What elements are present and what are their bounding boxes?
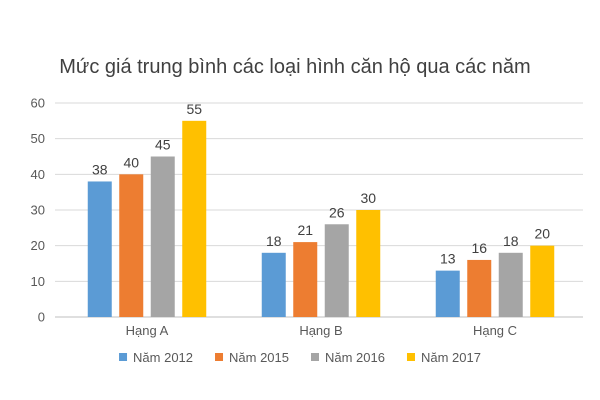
data-label: 45 (155, 137, 171, 153)
bar-Hạng C-Năm 2012 (435, 270, 460, 317)
bar-Hạng C-Năm 2017 (530, 245, 555, 317)
legend-item: Năm 2015 (215, 350, 289, 365)
y-tick-label: 10 (31, 274, 45, 289)
y-tick-label: 30 (31, 203, 45, 218)
bar-Hạng B-Năm 2015 (293, 242, 318, 317)
chart-title: Mức giá trung bình các loại hình căn hộ … (59, 56, 530, 78)
legend-label: Năm 2012 (133, 350, 193, 365)
y-tick-label: 40 (31, 167, 45, 182)
y-tick-label: 0 (38, 310, 45, 325)
bars (87, 120, 555, 317)
data-label: 40 (123, 154, 139, 170)
data-label: 26 (329, 204, 345, 220)
data-label: 30 (360, 190, 376, 206)
data-label: 13 (440, 251, 456, 267)
x-category-label: Hạng C (473, 323, 517, 338)
bar-Hạng B-Năm 2016 (324, 224, 349, 317)
legend-swatch (119, 353, 128, 361)
bar-Hạng B-Năm 2012 (261, 252, 286, 317)
legend-swatch (311, 353, 319, 361)
data-label: 55 (186, 101, 202, 117)
data-label: 16 (471, 240, 487, 256)
bar-Hạng B-Năm 2017 (356, 210, 381, 317)
legend-item: Năm 2017 (406, 350, 481, 365)
legend-swatch (406, 353, 415, 361)
bar-Hạng A-Năm 2015 (119, 174, 144, 317)
legend: Năm 2012 Năm 2015 Năm 2016 Năm 2017 (119, 350, 481, 365)
legend-label: Năm 2017 (421, 350, 481, 365)
y-tick-label: 50 (31, 131, 45, 146)
bar-Hạng A-Năm 2017 (182, 120, 207, 317)
data-label: 20 (534, 226, 550, 242)
data-label: 18 (266, 233, 282, 249)
data-label: 38 (92, 161, 108, 177)
x-category-label: Hạng A (126, 323, 169, 338)
bar-Hạng A-Năm 2016 (150, 156, 175, 317)
legend-label: Năm 2016 (325, 350, 385, 365)
y-axis-ticks: 0 10 20 30 40 50 60 (31, 96, 45, 325)
legend-item: Năm 2016 (311, 350, 385, 365)
legend-swatch (215, 353, 224, 361)
data-labels: 38 18 13 40 21 16 45 26 18 55 30 20 (92, 101, 550, 267)
bar-Hạng A-Năm 2012 (87, 181, 112, 317)
legend-label: Năm 2015 (229, 350, 289, 365)
data-label: 18 (503, 233, 519, 249)
bar-Hạng C-Năm 2016 (498, 252, 523, 317)
x-axis-categories: Hạng A Hạng B Hạng C (126, 323, 517, 338)
bar-Hạng C-Năm 2015 (467, 259, 492, 317)
x-category-label: Hạng B (299, 323, 342, 338)
data-label: 21 (297, 222, 313, 238)
y-tick-label: 20 (31, 238, 45, 253)
y-tick-label: 60 (31, 96, 45, 111)
legend-item: Năm 2012 (119, 350, 193, 365)
